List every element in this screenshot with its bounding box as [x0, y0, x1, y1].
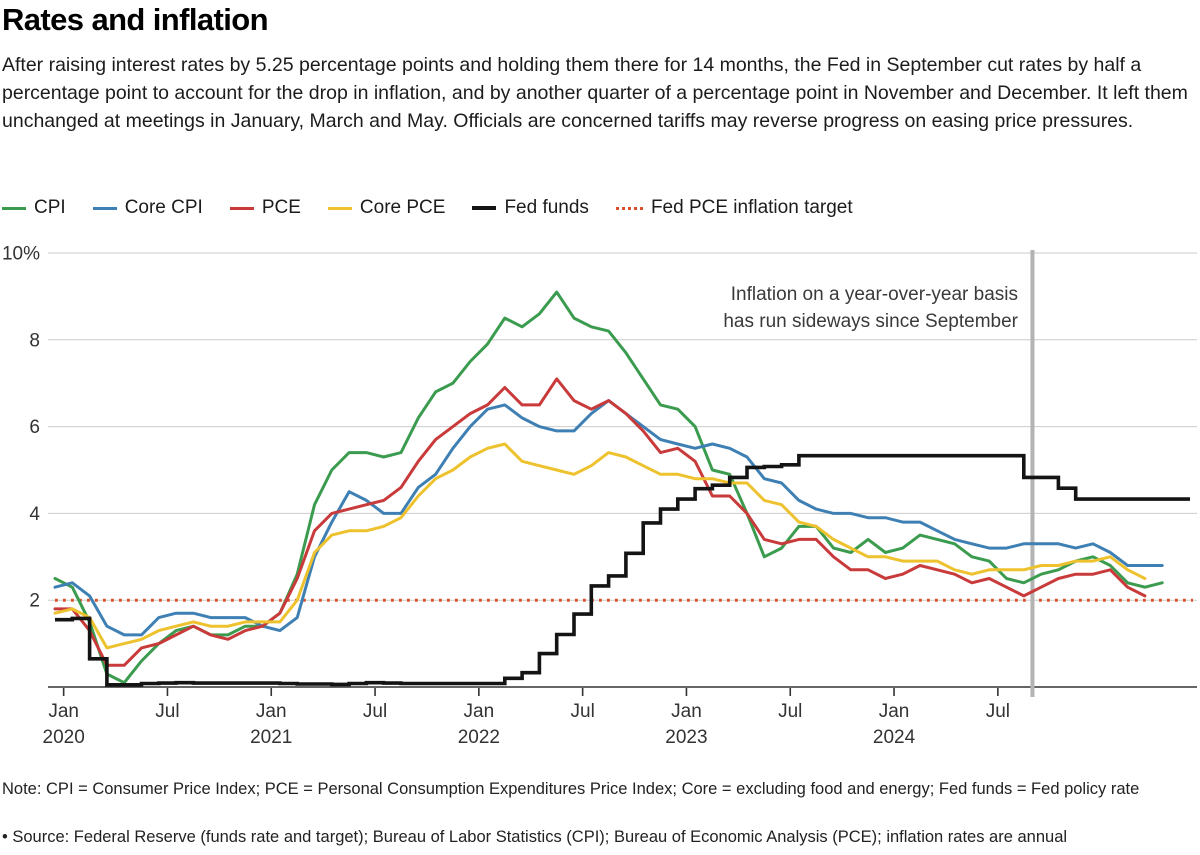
legend: CPI Core CPI PCE Core PCE Fed funds Fed PCE i… [2, 197, 853, 219]
x-axis-ticks: Jan 2020 Jul Jan 2021 Jul Jan 2022 Jul Jan 2023 Jul… [43, 688, 1010, 748]
legend-swatch [472, 206, 497, 210]
annotation-line-2: has run sideways since September [723, 311, 1018, 332]
x-tick-month-label: Jul [986, 701, 1010, 722]
legend-item-pce: PCE [229, 197, 301, 219]
x-tick-month-label: Jan [464, 701, 495, 722]
legend-item-fed-pce-inflation-target: Fed PCE inflation target [615, 197, 853, 219]
chart-subtitle: After raising interest rates by 5.25 per… [2, 54, 1188, 132]
legend-label: Fed PCE inflation target [650, 197, 853, 218]
series-fed-funds [55, 453, 1190, 687]
y-tick-label-6: 6 [29, 417, 40, 438]
x-tick-month-label: Jul [571, 701, 595, 722]
legend-item-fed-funds: Fed funds [472, 197, 589, 219]
source-note: • Source: Federal Reserve (funds rate an… [2, 828, 1068, 846]
x-tick-month-label: Jul [363, 701, 387, 722]
x-tick-year-label: 2024 [873, 727, 916, 748]
legend-item-core-pce: Core PCE [327, 197, 446, 219]
x-tick-year-label: 2021 [250, 727, 292, 748]
legend-label: CPI [34, 197, 66, 218]
y-tick-label-8: 8 [29, 330, 40, 351]
y-tick-label-2: 2 [29, 591, 40, 612]
chart-annotation: Inflation on a year-over-year basis has … [518, 281, 1018, 335]
legend-swatch [615, 206, 643, 210]
y-tick-label-4: 4 [29, 504, 40, 525]
legend-swatch [327, 206, 352, 210]
x-tick-year-label: 2023 [665, 727, 707, 748]
x-tick-month-label: Jul [155, 701, 179, 722]
legend-swatch [229, 206, 254, 210]
x-tick-year-label: 2020 [43, 727, 85, 748]
series-pce [53, 377, 1147, 667]
legend-item-core-cpi: Core CPI [92, 197, 203, 219]
x-tick-year-label: 2022 [458, 727, 500, 748]
x-tick-month-label: Jan [48, 701, 79, 722]
annotation-line-1: Inflation on a year-over-year basis [730, 284, 1018, 305]
page-title: Rates and inflation [2, 2, 269, 37]
legend-label: Fed funds [504, 197, 589, 218]
series-core-pce [53, 442, 1147, 650]
legend-item-cpi: CPI [2, 197, 66, 219]
legend-label: Core CPI [124, 197, 203, 218]
y-tick-label-10: 10% [2, 244, 40, 265]
x-tick-month-label: Jan [879, 701, 910, 722]
series-cpi [53, 290, 1164, 685]
x-tick-month-label: Jan [671, 701, 702, 722]
legend-swatch [92, 206, 117, 210]
legend-swatch [2, 206, 26, 210]
legend-label: Core PCE [359, 197, 446, 218]
x-tick-month-label: Jul [778, 701, 802, 722]
footnote: Note: CPI = Consumer Price Index; PCE = … [2, 780, 1140, 798]
legend-label: PCE [261, 197, 301, 218]
y-axis-labels: 2 4 6 8 10% [2, 244, 40, 612]
x-tick-month-label: Jan [256, 701, 287, 722]
